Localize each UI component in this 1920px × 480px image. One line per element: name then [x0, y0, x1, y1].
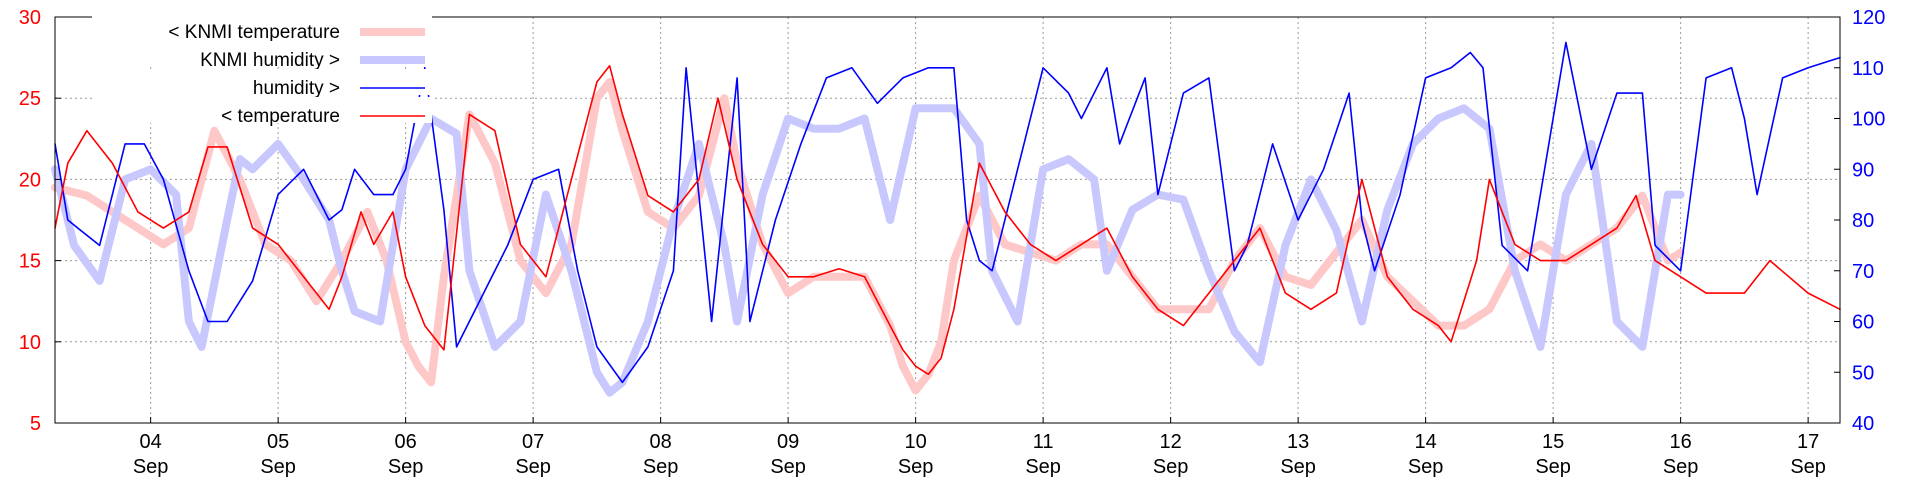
x-tick-label: 06	[395, 431, 417, 453]
x-tick-month: Sep	[1408, 456, 1444, 478]
axes: 04 Sep 05 Sep 06 Sep 07 Sep 08 Sep 09 Sep 10 Sep 11 Sep…	[19, 7, 1886, 478]
x-tick-label: 10	[905, 431, 927, 453]
y-right-tick-label: 70	[1852, 261, 1874, 283]
y-left-tick-label: 10	[19, 332, 41, 354]
x-tick-label: 09	[777, 431, 799, 453]
x-tick-label: 12	[1160, 431, 1182, 453]
y-right-tick-label: 110	[1852, 58, 1884, 80]
series-line-temperature	[54, 64, 1841, 376]
y-right-tick-label: 80	[1852, 210, 1874, 232]
x-tick-month: Sep	[260, 456, 296, 478]
legend: < KNMI temperature KNMI humidity > humidit…	[92, 13, 432, 127]
y-left-tick-label: 5	[30, 413, 41, 435]
x-tick-month: Sep	[1025, 456, 1061, 478]
x-tick-label: 08	[650, 431, 672, 453]
x-tick-month: Sep	[770, 456, 806, 478]
x-tick-label: 13	[1287, 431, 1309, 453]
legend-label: < KNMI temperature	[168, 22, 340, 43]
y-left-tick-label: 15	[19, 251, 41, 273]
x-tick-label: 17	[1797, 431, 1819, 453]
legend-row-background	[92, 69, 432, 95]
x-tick-label: 15	[1542, 431, 1564, 453]
x-tick-month: Sep	[1280, 456, 1316, 478]
x-tick-month: Sep	[1535, 456, 1571, 478]
x-tick-label: 05	[267, 431, 289, 453]
y-right-tick-label: 90	[1852, 159, 1874, 181]
x-tick-month: Sep	[388, 456, 424, 478]
x-tick-month: Sep	[1663, 456, 1699, 478]
y-right-tick-label: 120	[1852, 7, 1885, 29]
x-tick-month: Sep	[133, 456, 169, 478]
x-tick-month: Sep	[643, 456, 679, 478]
series-lines	[51, 41, 1841, 397]
x-tick-month: Sep	[1790, 456, 1826, 478]
y-right-tick-label: 60	[1852, 312, 1874, 334]
y-left-tick-label: 30	[19, 7, 41, 29]
y-right-tick-label: 40	[1852, 413, 1874, 435]
legend-label: KNMI humidity >	[200, 50, 340, 71]
legend-label: humidity >	[253, 78, 340, 99]
x-tick-month: Sep	[515, 456, 551, 478]
y-left-tick-label: 25	[19, 88, 41, 110]
x-tick-label: 11	[1033, 431, 1054, 453]
legend-row-background	[92, 97, 432, 123]
x-tick-label: 07	[522, 431, 544, 453]
x-tick-month: Sep	[898, 456, 934, 478]
x-tick-month: Sep	[1153, 456, 1189, 478]
x-tick-label: 14	[1415, 431, 1437, 453]
series-line-humidity	[54, 41, 1841, 384]
series-line-knmi-humidity	[51, 104, 1685, 397]
plot-frame	[54, 16, 1841, 424]
y-right-tick-label: 100	[1852, 109, 1885, 131]
x-tick-label: 16	[1670, 431, 1692, 453]
x-tick-label: 04	[140, 431, 162, 453]
legend-label: < temperature	[221, 106, 340, 127]
y-left-tick-label: 20	[19, 169, 41, 191]
y-right-tick-label: 50	[1852, 362, 1874, 384]
